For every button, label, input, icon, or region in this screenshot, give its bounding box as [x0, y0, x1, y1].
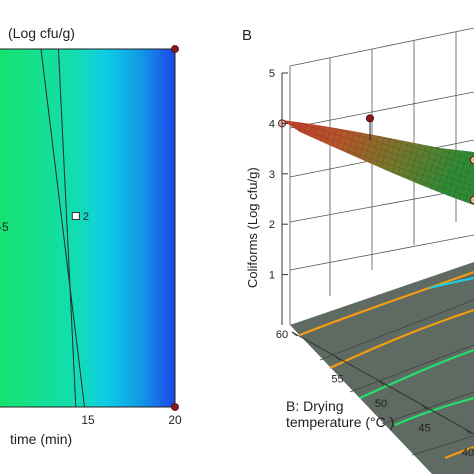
- y-tick-label: 40: [462, 447, 474, 459]
- z-axis-label: Coliforms (Log cfu/g): [245, 167, 260, 288]
- y-axis-label-line1: B: Drying: [286, 398, 344, 414]
- y-tick-label: 50: [375, 398, 387, 410]
- y-axis-label-line2: temperature (°C ): [286, 414, 394, 430]
- design-point: [470, 156, 474, 164]
- design-points-a: 2: [71, 45, 179, 411]
- design-point: [171, 403, 179, 411]
- design-point: [171, 45, 179, 53]
- y-tick-label: 45: [418, 423, 430, 435]
- center-point-label: 2: [83, 211, 89, 223]
- floor-plane: [290, 262, 474, 474]
- x-axis-label: time (min): [10, 431, 72, 447]
- y-tick: [465, 429, 472, 435]
- design-point: [365, 114, 374, 123]
- z-tick-label: 1: [269, 270, 275, 282]
- z-tick-label: 3: [269, 169, 275, 181]
- y-tick-label: 60: [276, 329, 288, 341]
- x-tick-label: 0: [0, 413, 1, 427]
- panel-a-title: (Log cfu/g): [8, 25, 75, 41]
- x-tick-label: 20: [168, 413, 182, 427]
- response-surface-mesh: [282, 120, 474, 205]
- y-axis: 60 55 50 45 40: [276, 329, 474, 459]
- contour-line: [57, 48, 77, 408]
- contour-lines: [40, 48, 86, 408]
- y-tick: [378, 380, 385, 386]
- design-point: [470, 196, 474, 204]
- z-tick-label: 4: [269, 118, 275, 130]
- panel-a: (Log cfu/g) 2 -5 0 15 20 time (min): [0, 25, 182, 447]
- x-tick-label: 15: [81, 413, 95, 427]
- z-tick-label: 2: [269, 219, 275, 231]
- contour-label-fragment: -5: [0, 220, 9, 234]
- panel-b-label: B: [242, 27, 252, 44]
- heatmap-surface: [0, 49, 175, 407]
- y-axis-line: [291, 331, 474, 435]
- y-tick-label: 55: [331, 374, 343, 386]
- x-axis-ticks: 0 15 20: [0, 413, 182, 427]
- contour-line: [40, 48, 86, 408]
- z-tick-label: 5: [269, 68, 275, 80]
- center-point-marker: [71, 212, 80, 220]
- y-tick: [422, 405, 428, 410]
- z-axis: 1 2 3 4 5: [269, 68, 288, 325]
- y-tick: [291, 331, 298, 337]
- floor-contours: [299, 270, 474, 460]
- panel-b: B: [242, 27, 474, 474]
- y-tick: [335, 356, 341, 361]
